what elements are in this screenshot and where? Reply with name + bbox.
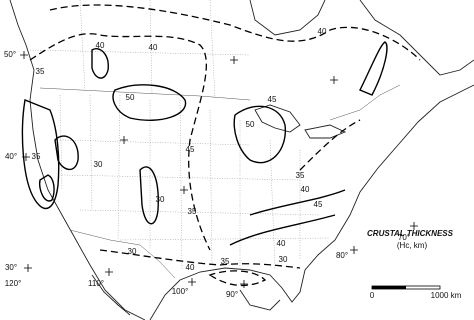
baja bbox=[91, 274, 131, 316]
gulf-coast bbox=[149, 84, 474, 320]
labrador bbox=[359, 0, 474, 76]
great-lakes bbox=[254, 104, 347, 139]
contour-line bbox=[21, 99, 60, 210]
contour-label: 40 bbox=[96, 41, 105, 50]
scale-start: 0 bbox=[370, 291, 375, 300]
contour-label: 35 bbox=[36, 67, 45, 76]
contour-label: 40 bbox=[277, 239, 286, 248]
us-canada-border bbox=[39, 84, 401, 121]
map-title: CRUSTAL THICKNESS bbox=[367, 229, 454, 238]
contour-label: 30 bbox=[94, 160, 103, 169]
contour-line bbox=[91, 48, 109, 79]
map-subtitle: (Hc, km) bbox=[397, 241, 428, 250]
scale-bar-segment bbox=[372, 286, 406, 289]
contour-label: 35 bbox=[296, 171, 305, 180]
contour-label: 35 bbox=[32, 152, 41, 161]
contour-label: 40 bbox=[318, 27, 327, 36]
state-borders bbox=[59, 94, 331, 271]
contour-line bbox=[49, 4, 421, 61]
contour-label: 50 bbox=[126, 93, 135, 102]
contour-label: 50 bbox=[246, 120, 255, 129]
contour-label: 35 bbox=[188, 207, 197, 216]
contour-label: 45 bbox=[268, 95, 277, 104]
graticule-label: 80° bbox=[336, 251, 348, 260]
us-mexico-border bbox=[69, 229, 176, 279]
contour-line bbox=[299, 119, 361, 171]
graticule-label: 110° bbox=[88, 279, 104, 288]
contour-label: 30 bbox=[156, 195, 165, 204]
contour-line bbox=[359, 41, 388, 96]
graticule-label: 100° bbox=[172, 287, 189, 296]
graticule-label: 30° bbox=[5, 263, 17, 272]
contour-label: 35 bbox=[221, 257, 230, 266]
graticule-label: 90° bbox=[226, 290, 238, 299]
contour-label: 40 bbox=[149, 43, 158, 52]
cross bbox=[20, 51, 418, 288]
yucatan bbox=[239, 289, 281, 311]
graticule-crosses bbox=[20, 51, 418, 288]
contour-line bbox=[233, 105, 286, 164]
graticule-label: 50° bbox=[4, 50, 16, 59]
coastline bbox=[9, 0, 146, 320]
contour-line bbox=[139, 166, 159, 225]
contour-label: 45 bbox=[186, 145, 195, 154]
contour-label: 45 bbox=[314, 200, 323, 209]
contour-line bbox=[99, 249, 301, 269]
scale-end: 1000 km bbox=[431, 291, 462, 300]
contour-line bbox=[38, 174, 55, 202]
contour-line bbox=[54, 135, 79, 171]
scale-bar: 0 1000 km bbox=[370, 285, 462, 300]
contour-label: 30 bbox=[128, 247, 137, 256]
contour-line bbox=[112, 84, 187, 121]
contour-line bbox=[29, 33, 211, 251]
hudson-bay bbox=[249, 0, 326, 36]
contour-label: 30 bbox=[279, 255, 288, 264]
contour-label: 40 bbox=[301, 185, 310, 194]
contour-line bbox=[208, 270, 267, 287]
graticule-label: 40° bbox=[5, 152, 17, 161]
province-borders bbox=[29, 0, 251, 99]
contours bbox=[21, 4, 421, 287]
contour-label: 40 bbox=[186, 263, 195, 272]
contour-line bbox=[229, 189, 346, 246]
graticule-label: 70° bbox=[398, 233, 410, 242]
graticule-label: 120° bbox=[5, 279, 22, 288]
